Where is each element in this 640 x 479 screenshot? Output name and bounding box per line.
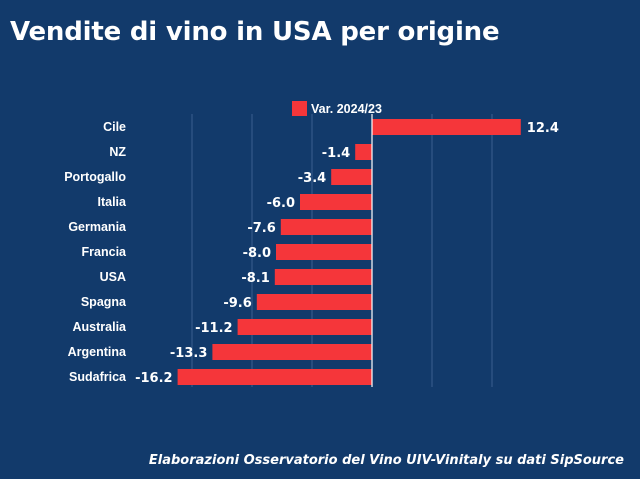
category-label: Germania xyxy=(68,220,127,234)
value-label: -13.3 xyxy=(170,346,207,361)
value-label: -11.2 xyxy=(195,321,232,336)
bar-germania xyxy=(280,219,372,235)
value-label: -9.6 xyxy=(223,296,251,311)
legend-label: Var. 2024/23 xyxy=(311,102,382,116)
source-note: Elaborazioni Osservatorio del Vino UIV-V… xyxy=(148,453,624,468)
category-label: Spagna xyxy=(81,295,127,309)
category-label: Portogallo xyxy=(64,170,126,184)
category-label: NZ xyxy=(109,145,126,159)
value-label: 12.4 xyxy=(527,121,559,136)
value-label: -8.0 xyxy=(243,246,271,261)
bar-francia xyxy=(276,244,372,260)
bar-sudafrica xyxy=(177,369,372,385)
bar-australia xyxy=(237,319,372,335)
page-title: Vendite di vino in USA per origine xyxy=(10,17,500,47)
legend: Var. 2024/23 xyxy=(292,101,382,116)
bar-portogallo xyxy=(331,169,372,185)
category-label: Francia xyxy=(82,245,128,259)
category-label: Cile xyxy=(103,120,126,134)
value-label: -8.1 xyxy=(241,271,269,286)
bar-nz xyxy=(355,144,372,160)
category-labels: Cile NZ Portogallo Italia Germania Francia USA… xyxy=(64,120,127,384)
legend-swatch xyxy=(292,101,307,116)
category-label: Argentina xyxy=(68,345,127,359)
category-label: Australia xyxy=(73,320,128,334)
bars xyxy=(177,119,521,385)
category-label: Sudafrica xyxy=(69,370,127,384)
value-label: -16.2 xyxy=(135,371,172,386)
bar-cile xyxy=(372,119,521,135)
value-labels: 12.4 -1.4 -3.4-6.0 -7.6 -8.0 -8.1 -9.6 -11.2 -13… xyxy=(135,121,559,386)
value-label: -3.4 xyxy=(298,171,326,186)
category-label: USA xyxy=(100,270,126,284)
value-label: -7.6 xyxy=(247,221,275,236)
value-label: -6.0 xyxy=(267,196,295,211)
bar-argentina xyxy=(212,344,372,360)
bar-spagna xyxy=(256,294,372,310)
category-label: Italia xyxy=(98,195,128,209)
bar-usa xyxy=(274,269,372,285)
bar-italia xyxy=(300,194,372,210)
value-label: -1.4 xyxy=(322,146,350,161)
